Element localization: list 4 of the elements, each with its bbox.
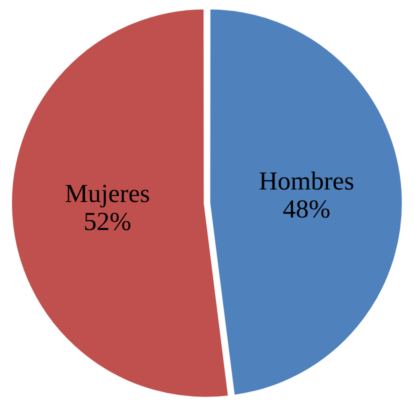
data-label: 48%	[282, 194, 330, 224]
data-label: 52%	[84, 207, 132, 236]
slice-label: Hombres	[258, 166, 354, 196]
slice-label: Mujeres	[64, 179, 150, 208]
